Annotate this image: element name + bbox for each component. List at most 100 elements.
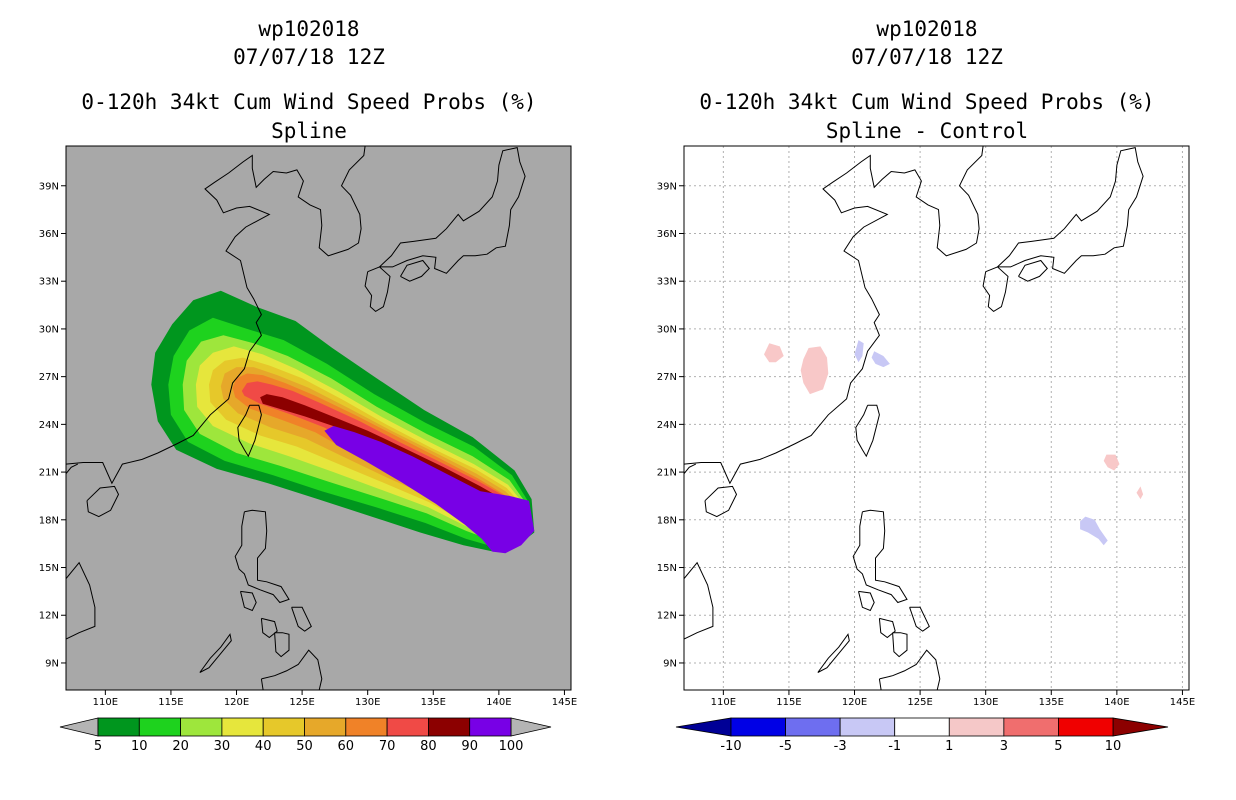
- lat-tick-label: 33N: [39, 277, 59, 288]
- colorbar-high-end: [1112, 717, 1169, 737]
- lat-tick-label: 9N: [663, 658, 677, 669]
- colorbar-label: 90: [461, 739, 478, 754]
- colorbar-swatch: [1058, 717, 1114, 737]
- colorbar-label: 40: [255, 739, 272, 754]
- coastline-vietnam-n: [66, 463, 79, 475]
- colorbar-label: 80: [420, 739, 437, 754]
- lat-tick-label: 30N: [39, 324, 59, 335]
- right-panel: wp102018 07/07/18 12Z 0-120h 34kt Cum Wi…: [618, 0, 1236, 800]
- colorbar-swatch: [427, 717, 471, 737]
- difference-area-negative: [854, 340, 864, 363]
- coastline-mindoro: [240, 590, 257, 612]
- lon-tick-label: 145E: [1170, 697, 1195, 708]
- colorbar-swatch: [138, 717, 182, 737]
- difference-area-positive: [800, 346, 829, 395]
- difference-area-negative: [871, 351, 890, 368]
- colorbar-low-end: [59, 717, 99, 737]
- colorbar-label: -5: [779, 739, 792, 754]
- colorbar-swatch: [948, 717, 1005, 737]
- colorbar-swatch: [262, 717, 305, 737]
- difference-area-negative: [1080, 516, 1108, 546]
- lon-tick-label: 130E: [973, 697, 998, 708]
- right-title-product: 0-120h 34kt Cum Wind Speed Probs (%): [699, 90, 1155, 114]
- lon-tick-label: 120E: [842, 697, 867, 708]
- left-title-date: 07/07/18 12Z: [233, 45, 385, 69]
- colorbar-label: 5: [1054, 739, 1062, 754]
- coastline-mindoro: [858, 590, 875, 612]
- coastline-luzon: [852, 509, 908, 604]
- lon-tick-label: 110E: [711, 697, 736, 708]
- colorbar-label: 60: [338, 739, 355, 754]
- coastline-panay: [878, 617, 896, 639]
- colorbar-swatch: [304, 717, 347, 737]
- coastline-kyushu: [364, 266, 391, 313]
- lat-tick-label: 15N: [657, 563, 677, 574]
- lat-tick-label: 9N: [45, 658, 59, 669]
- colorbar-label: 3: [1000, 739, 1008, 754]
- colorbar-high-end: [510, 717, 552, 737]
- coastline-panay: [260, 617, 278, 639]
- lat-tick-label: 33N: [657, 277, 677, 288]
- colorbar-swatch: [785, 717, 841, 737]
- right-difference-map: 110E 115E 120E 125E 130E 135E 140E 145E 9N 12N 15N…: [657, 145, 1195, 754]
- lon-tick-label: 115E: [776, 697, 801, 708]
- map-content: [66, 146, 535, 690]
- lat-tick-label: 18N: [39, 515, 59, 526]
- lat-tick-label: 39N: [657, 181, 677, 192]
- coastline-asia: [66, 146, 366, 485]
- colorbar-label: -1: [888, 739, 901, 754]
- difference-area-positive: [764, 343, 784, 363]
- lon-tick-label: 130E: [355, 697, 380, 708]
- colorbar-swatch: [345, 717, 388, 737]
- coastline-palawan: [817, 633, 850, 673]
- lat-tick-label: 27N: [657, 372, 677, 383]
- colorbar-label: 1: [945, 739, 953, 754]
- lon-tick-label: 120E: [224, 697, 249, 708]
- coastline-taiwan: [855, 404, 880, 458]
- lat-tick-label: 24N: [39, 420, 59, 431]
- coastline-luzon: [234, 509, 290, 604]
- lat-tick-label: 36N: [39, 229, 59, 240]
- coastline-asia: [684, 146, 984, 485]
- difference-area-positive: [1103, 454, 1120, 471]
- coastline-palawan: [199, 633, 232, 673]
- colorbar-label: 70: [379, 739, 396, 754]
- coastline-taiwan: [237, 404, 262, 458]
- right-title-storm-id: wp102018: [876, 17, 978, 41]
- coastline-vietnam-n: [684, 463, 697, 475]
- coastline-honshu: [379, 146, 526, 274]
- coastline-negros-cebu: [892, 632, 908, 658]
- map-content: [684, 146, 1189, 690]
- colorbar-swatch: [386, 717, 429, 737]
- map-frame: [683, 145, 1190, 691]
- coastline-mindanao: [878, 649, 941, 690]
- map-background: [684, 146, 1189, 690]
- colorbar-swatch: [469, 717, 512, 737]
- coastline-hainan: [704, 485, 738, 518]
- left-title-product: 0-120h 34kt Cum Wind Speed Probs (%): [81, 90, 537, 114]
- coastline-shikoku: [400, 259, 430, 282]
- left-title-model: Spline: [271, 119, 347, 143]
- colorbar-swatch: [221, 717, 264, 737]
- colorbar-label: 5: [94, 739, 102, 754]
- coastline-samar: [291, 606, 312, 632]
- coastline-mindanao: [260, 649, 323, 690]
- lon-tick-label: 135E: [421, 697, 446, 708]
- colorbar-swatch: [1003, 717, 1059, 737]
- difference-area-positive: [1136, 486, 1144, 500]
- colorbar-swatch: [839, 717, 896, 737]
- colorbar-label: 50: [296, 739, 313, 754]
- right-title-date: 07/07/18 12Z: [851, 45, 1003, 69]
- colorbar-swatch: [894, 717, 950, 737]
- left-panel: wp102018 07/07/18 12Z 0-120h 34kt Cum Wi…: [39, 17, 577, 754]
- colorbar-low-end: [675, 717, 732, 737]
- colorbar-label: 10: [131, 739, 148, 754]
- lon-tick-label: 125E: [907, 697, 932, 708]
- lat-tick-label: 39N: [39, 181, 59, 192]
- lat-tick-label: 12N: [657, 611, 677, 622]
- right-title-comparison: Spline - Control: [825, 119, 1029, 143]
- coastline-borneo: [684, 561, 714, 640]
- colorbar-label: 100: [499, 739, 524, 754]
- lat-tick-label: 24N: [657, 420, 677, 431]
- lat-tick-label: 12N: [39, 611, 59, 622]
